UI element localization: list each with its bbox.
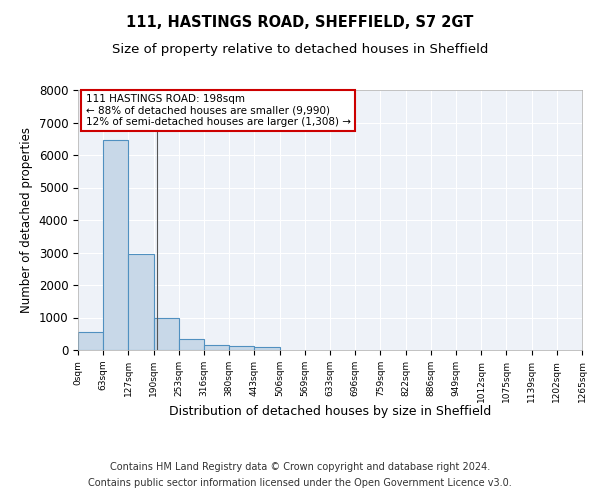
Bar [179,338,204,350]
Bar [128,254,154,350]
Text: Size of property relative to detached houses in Sheffield: Size of property relative to detached ho… [112,42,488,56]
Bar [204,345,229,350]
Text: 111, HASTINGS ROAD, SHEFFIELD, S7 2GT: 111, HASTINGS ROAD, SHEFFIELD, S7 2GT [127,15,473,30]
Bar [254,348,280,350]
Bar [229,346,254,350]
Bar [154,318,179,350]
Text: 111 HASTINGS ROAD: 198sqm
← 88% of detached houses are smaller (9,990)
12% of se: 111 HASTINGS ROAD: 198sqm ← 88% of detac… [86,94,350,127]
Text: Contains HM Land Registry data © Crown copyright and database right 2024.: Contains HM Land Registry data © Crown c… [110,462,490,472]
Text: Contains public sector information licensed under the Open Government Licence v3: Contains public sector information licen… [88,478,512,488]
Bar [103,140,128,350]
Y-axis label: Number of detached properties: Number of detached properties [20,127,33,313]
X-axis label: Distribution of detached houses by size in Sheffield: Distribution of detached houses by size … [169,404,491,417]
Bar [78,332,103,350]
